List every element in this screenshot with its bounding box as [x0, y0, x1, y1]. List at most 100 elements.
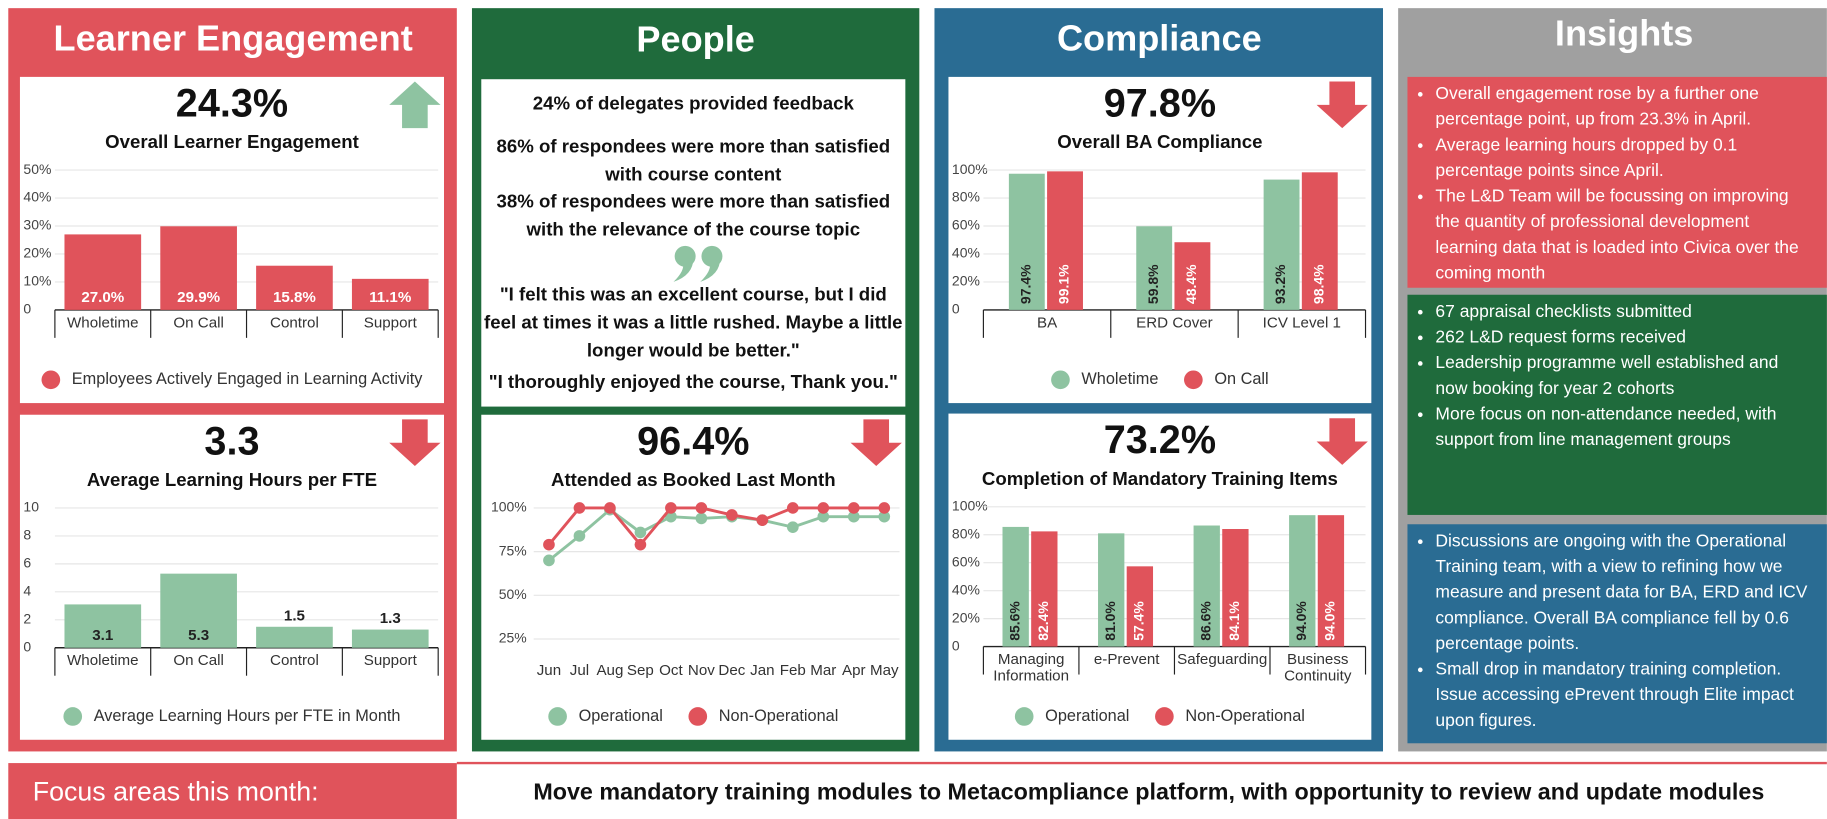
value-label: 29.9% [177, 289, 220, 306]
bullet-list: Overall engagement rose by a further one… [1410, 82, 1813, 283]
y-tick-label: 50% [23, 161, 51, 177]
trend-arrow [850, 419, 902, 467]
x-tick-label: e-Prevent [1079, 651, 1175, 667]
x-tick-label: On Call [151, 315, 247, 331]
data-point [878, 510, 891, 523]
feedback-stat-box: 38% of respondees were more than satisfi… [496, 192, 890, 240]
legend-marker [1184, 370, 1203, 390]
x-tick-text: Control [270, 652, 319, 669]
y-tick-label: 2 [23, 610, 31, 626]
data-point [817, 510, 830, 523]
insight-bullet: The L&D Team will be focussing on improv… [1435, 184, 1812, 283]
x-tick-label-box: Safeguarding [1177, 651, 1268, 668]
data-point [756, 514, 769, 527]
legend-marker [1155, 707, 1174, 726]
bar [64, 234, 142, 310]
x-tick-text: Wholetime [67, 652, 139, 669]
insight-bullet: Average learning hours dropped by 0.1 pe… [1435, 133, 1812, 184]
data-point [573, 502, 586, 514]
value-label: 48.4% [1183, 264, 1199, 304]
x-tick-label-box: Managing Information [993, 651, 1069, 683]
legend-label: Average Learning Hours per FTE in Month [94, 707, 401, 725]
feedback-stat-box: 24% of delegates provided feedback [533, 94, 854, 114]
x-tick-label: Jul [570, 662, 589, 679]
chart-title: Overall Learner Engagement [105, 131, 359, 152]
feedback-stat-box: 86% of respondees were more than satisfi… [484, 134, 903, 190]
quote-icon [673, 245, 723, 282]
feedback-stat-text: 86% of respondees were more than satisfi… [496, 137, 891, 186]
x-tick-text: Control [270, 314, 319, 331]
x-tick-label: Control [247, 652, 343, 668]
y-tick-label: 80% [952, 189, 980, 205]
x-tick-label-box: e-Prevent [1079, 651, 1175, 667]
x-tick-label-box: Wholetime [67, 314, 139, 331]
data-point [634, 538, 647, 551]
x-tick-label: Support [342, 315, 438, 331]
legend-label: Wholetime [1081, 370, 1158, 388]
chart-title: Attended as Booked Last Month [551, 469, 836, 490]
y-tick-label: 10 [23, 499, 39, 515]
legend-marker [1014, 707, 1034, 726]
data-point [817, 502, 830, 514]
x-tick-text: Wholetime [67, 314, 139, 331]
bar [256, 626, 333, 648]
x-tick-label-box: Business Continuity [1284, 651, 1351, 683]
x-tick-text: BA [1036, 314, 1058, 331]
chart-title: Completion of Mandatory Training Items [982, 468, 1338, 489]
y-tick-label: 0 [23, 301, 31, 317]
x-tick-label-box: Wholetime [67, 652, 139, 669]
trend-arrow [389, 81, 441, 129]
y-tick-label: 20% [952, 273, 980, 289]
bar [1002, 526, 1029, 647]
bullet-list: Discussions are ongoing with the Operati… [1410, 529, 1813, 734]
card [481, 79, 906, 407]
x-tick-label: Sep [627, 662, 654, 679]
insight-box [1407, 294, 1827, 515]
x-tick-text: On Call [173, 314, 224, 331]
feedback-quote-text: "I thoroughly enjoyed the course, Thank … [488, 372, 898, 393]
x-tick-text: ICV Level 1 [1262, 314, 1341, 331]
y-tick-label: 80% [952, 525, 980, 541]
bar [1263, 179, 1300, 310]
y-tick-label: 100% [952, 161, 988, 177]
data-point [695, 512, 708, 525]
x-tick-label-box: Support [342, 315, 438, 331]
x-tick-text: ERD Cover [1136, 314, 1213, 331]
x-tick-label: On Call [151, 652, 247, 668]
y-tick-label: 30% [23, 217, 51, 233]
insight-list-box: 67 appraisal checklists submitted262 L&D… [1407, 299, 1826, 510]
legend-label: Employees Actively Engaged in Learning A… [72, 370, 423, 388]
feedback-stat: 86% of respondees were more than satisfi… [484, 134, 903, 190]
insight-list: 67 appraisal checklists submitted262 L&D… [1407, 299, 1817, 510]
y-tick-label: 20% [952, 609, 980, 625]
legend-label: Non-Operational [719, 707, 839, 725]
insight-list-box: Discussions are ongoing with the Operati… [1407, 529, 1826, 739]
data-point [786, 521, 799, 533]
x-tick-text: Safeguarding [1177, 651, 1268, 668]
y-tick-label: 50% [499, 586, 527, 602]
bar [1047, 171, 1083, 310]
card [481, 414, 906, 740]
y-tick-label: 40% [952, 581, 980, 597]
value-label: 11.1% [369, 289, 412, 306]
x-tick-label: Control [247, 315, 343, 331]
data-point [847, 510, 860, 523]
chart-title: Overall BA Compliance [1057, 131, 1262, 152]
y-tick-label: 10% [23, 273, 51, 289]
y-tick-label: 8 [23, 527, 31, 543]
x-tick-label-box: BA [1036, 314, 1058, 331]
data-point [543, 554, 555, 567]
insight-list: Overall engagement rose by a further one… [1407, 82, 1817, 283]
value-label: 27.0% [81, 289, 124, 306]
x-tick-label-box: Support [364, 652, 417, 668]
x-tick-label-box: ICV Level 1 [1262, 314, 1341, 331]
data-point [695, 502, 708, 514]
x-tick-label-box: On Call [151, 652, 247, 668]
bar [1136, 226, 1173, 310]
legend-label: Non-Operational [1185, 707, 1305, 725]
y-tick-label: 60% [952, 217, 980, 233]
x-tick-text: On Call [173, 652, 224, 669]
y-tick-label: 0 [23, 638, 31, 654]
x-tick-label: Nov [688, 662, 715, 679]
feedback-quote-box: "I thoroughly enjoyed the course, Thank … [488, 372, 898, 393]
